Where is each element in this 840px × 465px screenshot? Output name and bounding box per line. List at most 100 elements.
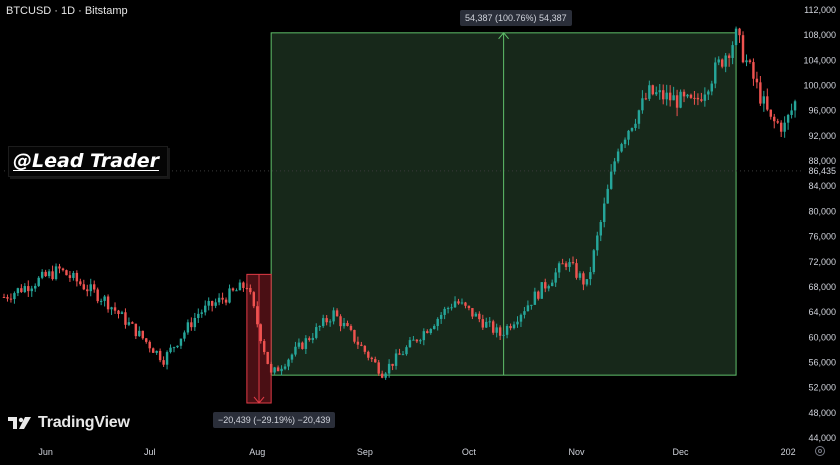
candle-body — [464, 302, 467, 306]
candle-body — [231, 288, 235, 291]
candle-body — [488, 321, 491, 323]
x-tick-label: 202 — [781, 447, 796, 457]
candle-body — [40, 271, 44, 278]
candle-body — [34, 285, 37, 289]
y-tick-label: 80,000 — [808, 206, 836, 216]
candle-body — [287, 359, 290, 367]
candle-body — [360, 344, 363, 346]
candle-body — [714, 62, 717, 84]
tradingview-logo-icon — [8, 417, 31, 429]
candle-body — [592, 250, 596, 273]
candle-body — [301, 342, 304, 349]
candle-body — [384, 373, 387, 378]
candle-body — [117, 310, 120, 314]
candle-body — [51, 271, 54, 280]
candle-body — [138, 330, 141, 337]
candle-body — [110, 307, 113, 310]
candle-body — [346, 323, 349, 326]
candle-body — [467, 305, 471, 309]
chart-settings-icon[interactable] — [815, 446, 825, 456]
candle-body — [155, 350, 158, 353]
candle-body — [550, 282, 554, 287]
candle-body — [131, 322, 134, 324]
candle-body — [662, 90, 665, 100]
candle-body — [370, 357, 373, 360]
candle-body — [58, 266, 61, 269]
candle-body — [755, 78, 759, 83]
candle-body — [321, 318, 325, 327]
candle-body — [328, 321, 332, 323]
candle-body — [745, 60, 748, 63]
candle-body — [23, 286, 27, 293]
candle-body — [79, 281, 82, 285]
candle-body — [269, 363, 273, 373]
candle-body — [172, 347, 176, 349]
tradingview-wordmark: TradingView — [38, 414, 130, 431]
candle-body — [256, 306, 259, 325]
candle-body — [516, 321, 519, 325]
candle-body — [89, 284, 92, 292]
candle-body — [145, 338, 148, 342]
candle-body — [672, 95, 675, 101]
symbol-title[interactable]: BTCUSD · 1D · Bitstamp — [6, 5, 128, 17]
candle-body — [439, 314, 443, 319]
candle-body — [356, 341, 360, 345]
candle-body — [228, 288, 231, 303]
candle-body — [27, 286, 30, 292]
candle-body — [568, 262, 571, 267]
y-tick-label: 52,000 — [808, 383, 836, 393]
candle-body — [776, 121, 779, 123]
candle-body — [96, 289, 99, 302]
candle-body — [433, 325, 436, 329]
candle-body — [61, 268, 65, 271]
x-tick-label: Oct — [462, 447, 477, 457]
candle-body — [176, 345, 179, 348]
candle-body — [342, 323, 346, 327]
candle-body — [238, 282, 242, 291]
candle-body — [158, 350, 162, 361]
candle-body — [436, 318, 439, 326]
candle-body — [491, 321, 495, 333]
candle-body — [627, 130, 630, 140]
candle-body — [623, 139, 627, 145]
x-tick-label: Jun — [38, 447, 53, 457]
candle-body — [495, 327, 498, 333]
candle-body — [9, 298, 13, 300]
candle-body — [752, 62, 755, 79]
candle-body — [773, 116, 776, 122]
candle-body — [54, 266, 58, 280]
y-tick-label: 84,000 — [808, 181, 836, 191]
candle-body — [606, 188, 609, 204]
candle-body — [790, 110, 793, 115]
candle-body — [30, 288, 33, 292]
candle-body — [75, 272, 79, 282]
candle-body — [249, 287, 252, 293]
candle-body — [412, 339, 415, 341]
candle-body — [526, 305, 530, 312]
measure-arrowhead-up — [498, 32, 510, 40]
candle-body — [658, 90, 661, 93]
candle-body — [200, 312, 203, 314]
candle-body — [276, 367, 280, 372]
candle-body — [693, 97, 696, 99]
y-tick-label: 112,000 — [804, 5, 836, 15]
candle-body — [505, 326, 509, 335]
candle-body — [783, 122, 786, 132]
candle-body — [589, 272, 592, 280]
y-tick-label: 72,000 — [808, 257, 836, 267]
candle-body — [696, 97, 700, 100]
candle-body — [478, 313, 481, 320]
candle-body — [408, 340, 412, 348]
candle-body — [363, 345, 367, 352]
candle-body — [502, 334, 505, 336]
candle-body — [655, 92, 658, 95]
tradingview-brand[interactable]: TradingView — [8, 414, 130, 432]
candle-body — [165, 352, 169, 365]
y-tick-label: 88,000 — [808, 156, 836, 166]
candle-body — [741, 35, 745, 63]
y-tick-label: 100,000 — [803, 81, 836, 91]
candle-body — [734, 28, 738, 46]
candle-body — [460, 302, 464, 304]
